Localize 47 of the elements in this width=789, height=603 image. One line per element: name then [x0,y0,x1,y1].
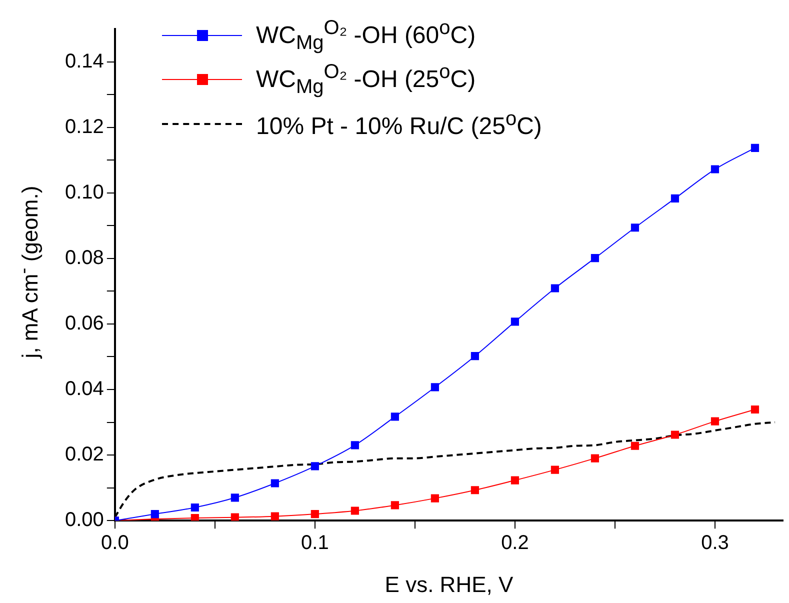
y-tick-label: 0.02 [64,444,104,466]
point [430,494,439,502]
y-tick-label: 0.06 [64,312,104,334]
y-tick-label: 0.08 [64,246,104,269]
x-tick-label: 0.1 [301,532,329,554]
legend-label: WC$_{Mg}$$^{O₂}$ -OH (25$^{o}$C) [256,61,476,99]
point [550,466,560,474]
legend-label: WC$_{Mg}$$^{O₂}$ -OH (60$^{o}$C) [256,17,476,55]
point [350,441,359,450]
x-tick-label: 0.2 [501,532,529,554]
point [310,462,319,470]
x-axis-title: E vs. RHE, V [384,572,514,597]
y-tick-label: 0.10 [64,181,104,204]
x-tick-label: 0.3 [701,532,729,554]
point [670,430,680,439]
x-tick-label: 0.0 [101,532,129,554]
legend-label: 10% Pt - 10% Ru/C (25$^{o}$C) [256,108,542,140]
point [390,412,399,421]
y-tick-label: 0.12 [64,116,104,138]
point [630,442,640,450]
point [550,284,560,292]
point [270,479,279,488]
point [470,486,479,494]
point [230,494,239,502]
point [390,501,399,510]
point [710,417,720,426]
point [630,224,640,232]
point [270,512,279,520]
point [430,383,439,392]
point [670,194,680,202]
point [470,352,479,360]
point [750,405,760,414]
point [510,476,520,484]
point [750,144,760,152]
point [510,318,520,326]
y-tick-label: 0.00 [64,509,104,532]
y-tick-label: 0.14 [64,50,104,72]
point [310,510,319,518]
point [190,503,199,512]
point [350,506,359,515]
point [590,254,600,262]
point [150,510,159,518]
y-tick-label: 0.04 [64,378,104,400]
point [590,454,600,462]
point [710,165,720,174]
point [190,514,199,521]
point [230,513,239,521]
